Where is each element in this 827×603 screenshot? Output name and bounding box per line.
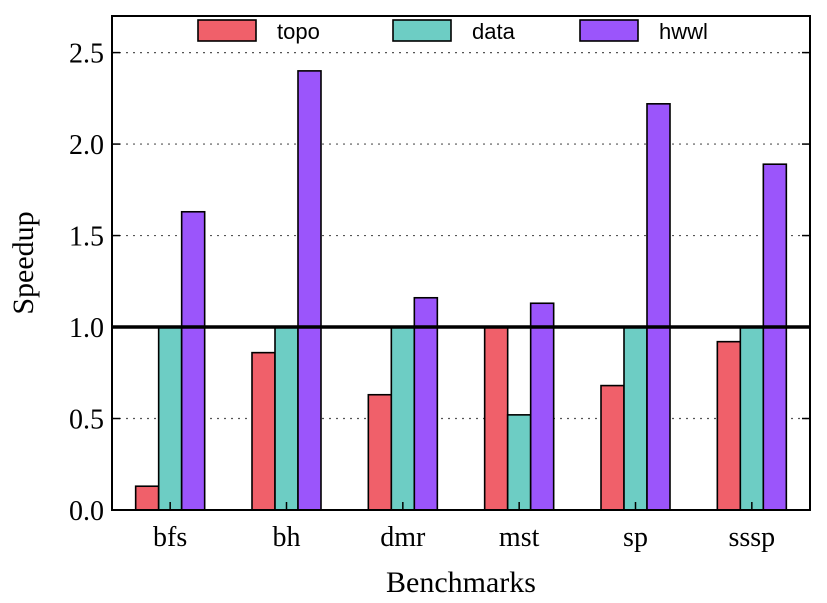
bar-data-dmr	[390, 326, 416, 511]
x-tick-label-bfs: bfs	[153, 522, 187, 553]
x-tick-label-sp: sp	[623, 522, 648, 553]
bar-hwwl-dmr	[413, 296, 439, 511]
bar-topo-bfs	[134, 485, 160, 511]
y-tick-label: 1.0	[69, 313, 104, 344]
legend-label-data: data	[472, 19, 516, 44]
y-axis-tick-labels: 0.0 0.5 1.0 1.5 2.0 2.5	[69, 39, 104, 527]
axis-ticks	[112, 51, 810, 511]
bars	[134, 70, 788, 511]
bar-hwwl-bfs	[180, 210, 206, 511]
bar-data-bh	[274, 326, 299, 511]
x-tick-label-mst: mst	[499, 522, 540, 553]
legend: topo data hwwl	[197, 19, 708, 44]
y-tick-label: 0.0	[69, 496, 104, 527]
bar-hwwl-bh	[297, 70, 322, 511]
bar-topo-mst	[483, 326, 509, 511]
bar-data-sssp	[739, 326, 765, 511]
grid-lines	[112, 51, 810, 420]
bar-data-sp	[623, 326, 648, 511]
bar-hwwl-sssp	[762, 163, 788, 511]
bar-data-bfs	[157, 326, 183, 511]
x-tick-label-bh: bh	[273, 522, 301, 553]
y-tick-label: 1.5	[69, 222, 104, 253]
x-axis-title: Benchmarks	[386, 566, 536, 599]
legend-label-topo: topo	[277, 19, 320, 44]
bar-hwwl-mst	[529, 302, 555, 511]
y-axis-title: Speedup	[7, 211, 40, 314]
y-tick-label: 2.0	[69, 130, 104, 161]
y-tick-label: 2.5	[69, 39, 104, 70]
legend-swatch-data	[392, 19, 452, 42]
legend-swatch-hwwl	[579, 19, 639, 42]
x-tick-label-sssp: sssp	[728, 522, 775, 553]
bar-topo-sssp	[716, 340, 742, 511]
bar-topo-bh	[251, 351, 276, 511]
plot-frame	[111, 15, 811, 511]
x-axis-tick-labels: bfs bh dmr mst sp sssp	[153, 522, 775, 553]
bar-topo-sp	[600, 384, 625, 511]
x-tick-label-dmr: dmr	[380, 522, 426, 553]
y-tick-label: 0.5	[69, 405, 104, 436]
legend-label-hwwl: hwwl	[659, 19, 708, 44]
bar-data-mst	[506, 414, 532, 511]
bar-hwwl-sp	[646, 103, 671, 511]
legend-swatch-topo	[197, 19, 257, 42]
bar-topo-dmr	[367, 393, 393, 511]
